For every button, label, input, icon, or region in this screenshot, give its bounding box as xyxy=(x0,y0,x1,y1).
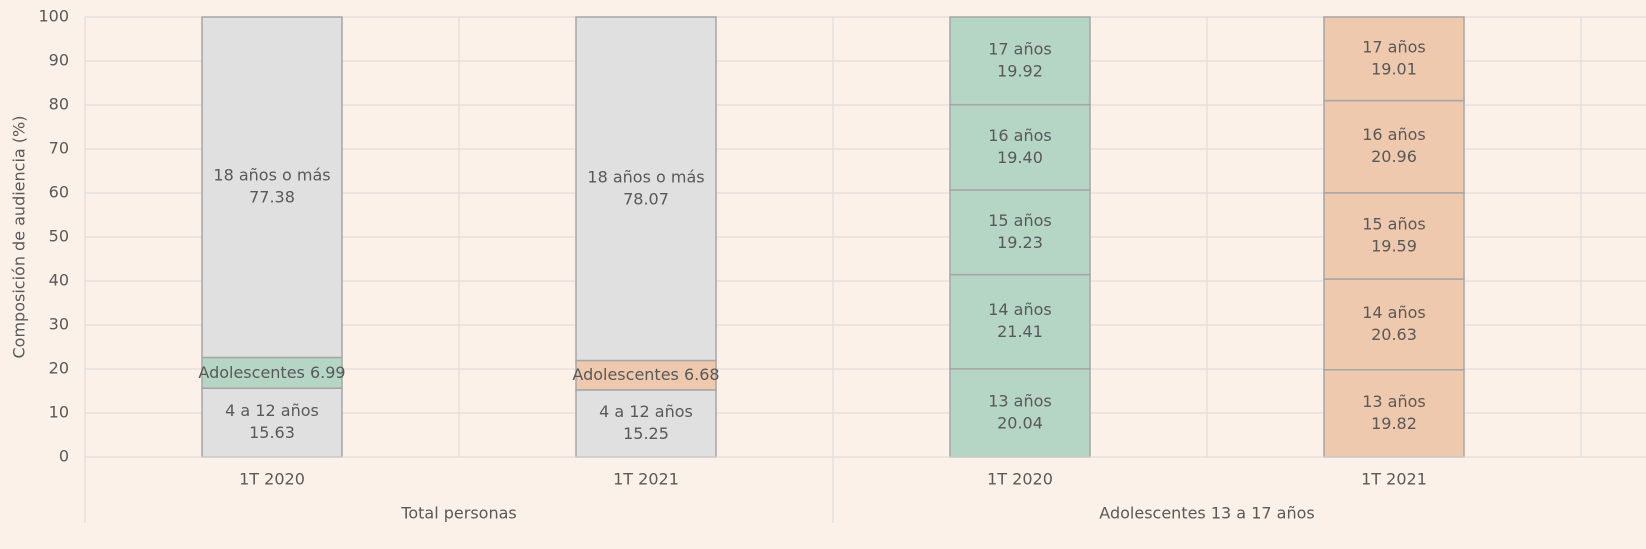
segment-name: 15 años xyxy=(1362,214,1426,233)
y-tick-label: 100 xyxy=(38,7,69,26)
segment-label: Adolescentes 6.68 xyxy=(572,365,719,384)
bar-segment xyxy=(949,103,1091,191)
bar-segment xyxy=(201,387,343,458)
y-axis-label: Composición de audiencia (%) xyxy=(10,116,29,359)
group-label: Adolescentes 13 a 17 años xyxy=(1099,504,1314,523)
segment-value: 19.23 xyxy=(997,233,1043,252)
segment-value: 15.63 xyxy=(249,423,295,442)
bar-segment xyxy=(575,359,717,391)
segment-value: 19.59 xyxy=(1371,236,1417,255)
segment-value: 19.82 xyxy=(1371,414,1417,433)
bar-segment xyxy=(949,16,1091,106)
segment-value: 78.07 xyxy=(623,189,669,208)
segment-value: 19.40 xyxy=(997,148,1043,167)
segment-name: 14 años xyxy=(1362,303,1426,322)
x-tick-label: 1T 2021 xyxy=(1361,470,1427,489)
segment-value: 19.01 xyxy=(1371,59,1417,78)
segment-value: 15.25 xyxy=(623,424,669,443)
segment-value: 20.04 xyxy=(997,413,1043,432)
bar-segment xyxy=(201,356,343,389)
y-tick-label: 80 xyxy=(49,95,69,114)
y-tick-label: 50 xyxy=(49,227,69,246)
bar-segment xyxy=(1323,369,1465,458)
y-tick-label: 20 xyxy=(49,359,69,378)
segment-name: 13 años xyxy=(1362,392,1426,411)
segment-name: 16 años xyxy=(988,126,1052,145)
segment-name: 13 años xyxy=(988,391,1052,410)
segment-value: 6.99 xyxy=(310,362,346,381)
segment-value: 21.41 xyxy=(997,322,1043,341)
segment-name: 18 años o más xyxy=(213,166,330,185)
segment-name: 15 años xyxy=(988,211,1052,230)
y-tick-label: 70 xyxy=(49,139,69,158)
segment-name: 4 a 12 años xyxy=(225,401,319,420)
bar-segment xyxy=(575,389,717,458)
bar-segment xyxy=(575,16,717,362)
segment-name: 17 años xyxy=(1362,37,1426,56)
segment-name: Adolescentes xyxy=(572,365,678,384)
x-tick-label: 1T 2021 xyxy=(613,470,679,489)
bar-segment xyxy=(1323,16,1465,102)
y-tick-label: 30 xyxy=(49,315,69,334)
segment-value: 6.68 xyxy=(684,365,720,384)
segment-label: Adolescentes 6.99 xyxy=(198,362,345,381)
bar-segment xyxy=(949,189,1091,276)
segment-name: 18 años o más xyxy=(587,167,704,186)
bar-segment xyxy=(201,16,343,359)
segment-value: 20.96 xyxy=(1371,147,1417,166)
x-tick-label: 1T 2020 xyxy=(987,470,1053,489)
segment-name: 16 años xyxy=(1362,125,1426,144)
segment-name: 14 años xyxy=(988,300,1052,319)
segment-name: 4 a 12 años xyxy=(599,402,693,421)
bar-segment xyxy=(1323,192,1465,280)
y-tick-label: 90 xyxy=(49,51,69,70)
segment-name: 17 años xyxy=(988,39,1052,58)
y-tick-label: 10 xyxy=(49,403,69,422)
segment-name: Adolescentes xyxy=(198,362,304,381)
bar-segment xyxy=(1323,278,1465,371)
y-tick-label: 40 xyxy=(49,271,69,290)
bar-segment xyxy=(1323,99,1465,194)
bar-segment xyxy=(949,273,1091,370)
segment-value: 19.92 xyxy=(997,61,1043,80)
y-tick-label: 60 xyxy=(49,183,69,202)
segment-value: 77.38 xyxy=(249,188,295,207)
x-tick-label: 1T 2020 xyxy=(239,470,305,489)
segment-value: 20.63 xyxy=(1371,325,1417,344)
group-label: Total personas xyxy=(400,504,516,523)
y-tick-label: 0 xyxy=(59,447,69,466)
